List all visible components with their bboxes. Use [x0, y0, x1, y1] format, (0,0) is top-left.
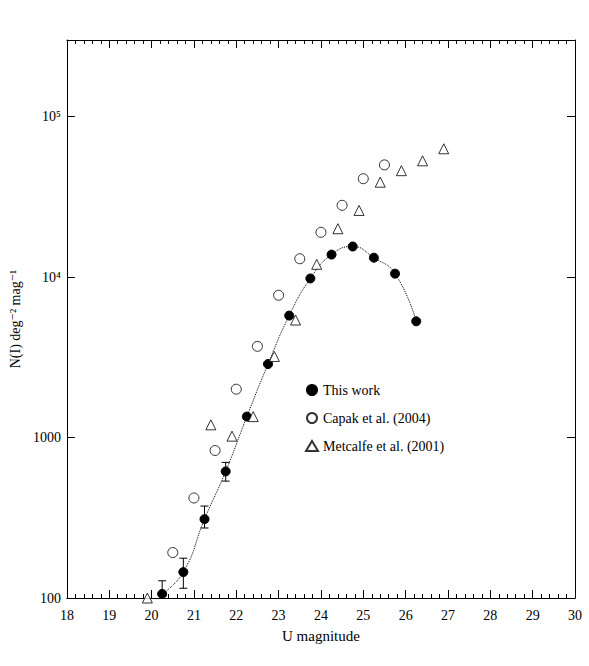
svg-text:19: 19 [102, 608, 116, 623]
svg-text:28: 28 [483, 608, 497, 623]
svg-text:30: 30 [568, 608, 582, 623]
svg-text:10⁴: 10⁴ [42, 270, 61, 285]
svg-text:27: 27 [441, 608, 455, 623]
svg-text:Capak et al. (2004): Capak et al. (2004) [323, 411, 431, 427]
svg-text:26: 26 [399, 608, 413, 623]
svg-text:U magnitude: U magnitude [282, 628, 360, 644]
svg-text:10⁵: 10⁵ [42, 109, 61, 124]
svg-text:22: 22 [229, 608, 243, 623]
svg-text:N(I) deg⁻² mag⁻¹: N(I) deg⁻² mag⁻¹ [8, 270, 24, 369]
svg-text:24: 24 [314, 608, 328, 623]
svg-text:1000: 1000 [33, 430, 61, 445]
svg-text:20: 20 [145, 608, 159, 623]
svg-text:23: 23 [272, 608, 286, 623]
svg-text:21: 21 [187, 608, 201, 623]
svg-text:Metcalfe et al. (2001): Metcalfe et al. (2001) [323, 439, 445, 455]
svg-text:100: 100 [40, 591, 61, 606]
svg-text:This work: This work [323, 383, 380, 398]
svg-text:18: 18 [60, 608, 74, 623]
svg-text:29: 29 [526, 608, 540, 623]
svg-text:25: 25 [356, 608, 370, 623]
